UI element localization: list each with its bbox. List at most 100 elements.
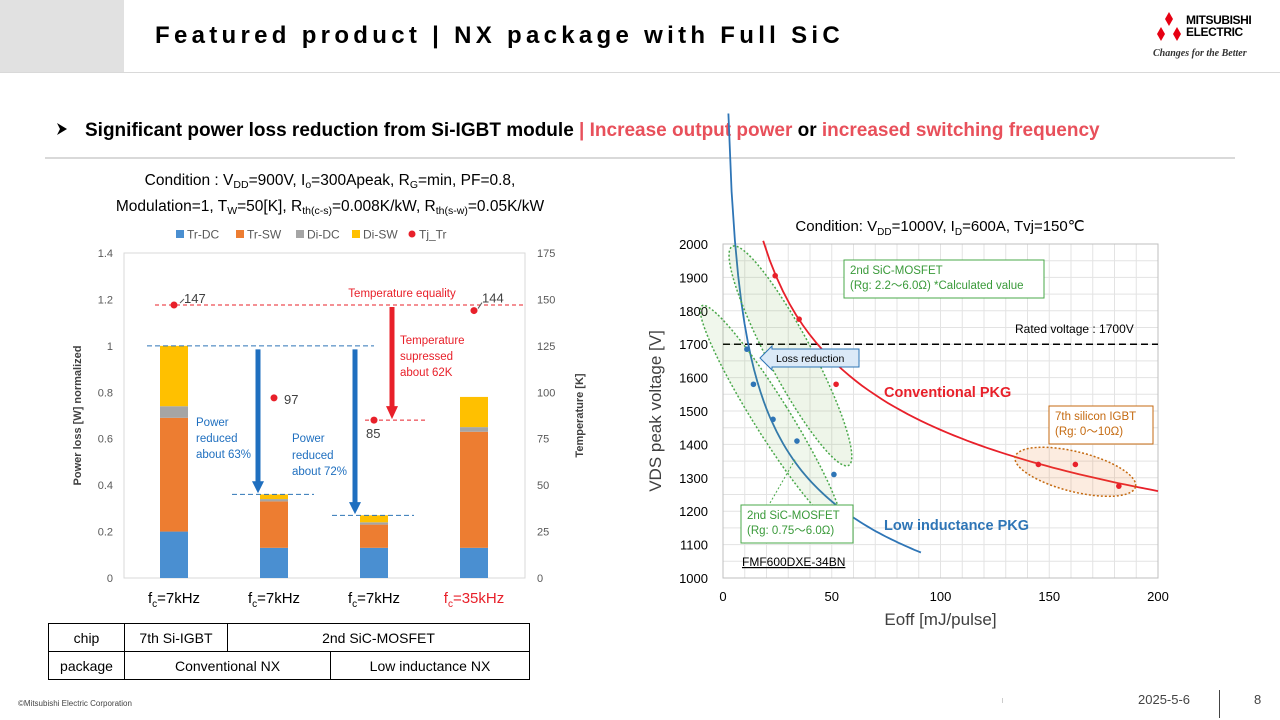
data-point: [744, 346, 750, 353]
fit-curve: [727, 113, 922, 554]
category-label: fc=35kHz: [444, 590, 504, 610]
bar-segment: [460, 431, 488, 548]
data-point: [794, 438, 800, 444]
bar-segment: [260, 499, 288, 502]
cond-text: =0.05K/kW: [467, 198, 545, 215]
tj-marker: [170, 301, 178, 309]
data-point: [1035, 461, 1042, 468]
x-tick-label: 100: [930, 589, 952, 604]
annotation-sic-upper-text: (Rg: 2.2～6.0Ω) *Calculated value: [850, 280, 1024, 292]
bar-segment: [260, 494, 288, 500]
annotation-igbt-text: (Rg: 0～10Ω): [1055, 426, 1123, 438]
bar-segment: [160, 417, 188, 532]
series-label-conventional: Conventional PKG: [884, 385, 1011, 401]
x-tick-label: 50: [825, 589, 839, 604]
y2-tick-label: 125: [537, 341, 555, 353]
temperature-arrow-head: [386, 406, 398, 420]
headline-separator: |: [573, 120, 590, 141]
cond-sub: DD: [233, 179, 249, 191]
bar-segment: [360, 524, 388, 548]
tj-marker: [470, 307, 478, 315]
table-cell: Conventional NX: [124, 651, 331, 680]
plot-frame: [722, 243, 1159, 579]
logo-tagline: Changes for the Better: [1153, 48, 1247, 59]
logo-line-1: MITSUBISHI: [1186, 13, 1252, 27]
y-tick-label: 1400: [679, 437, 708, 452]
y-axis-label: Power loss [W] normalized: [72, 346, 84, 486]
y-tick-label: 0.4: [98, 480, 113, 492]
header-band: [0, 0, 1280, 73]
x-tick-label: 150: [1038, 589, 1060, 604]
annotation-sic-lower-text: (Rg: 0.75～6.0Ω): [747, 525, 834, 537]
bar-segment: [260, 501, 288, 548]
y2-tick-label: 100: [537, 387, 555, 399]
legend-swatch: [176, 230, 184, 238]
arrow-bullet-icon: [55, 120, 85, 142]
tj-data-label: 144: [482, 291, 504, 306]
headline-bullet: Significant power loss reduction from Si…: [55, 120, 1100, 142]
legend-swatch: [236, 230, 244, 238]
left-chart-condition: Condition : VDD=900V, Io=300Apeak, RG=mi…: [90, 170, 570, 222]
table-row: package Conventional NX Low inductance N…: [48, 651, 530, 680]
page-title: Featured product | NX package with Full …: [155, 22, 845, 49]
cond-text: Modulation=1, T: [115, 198, 228, 215]
annotation-power-reduced-63: about 63%: [196, 449, 251, 461]
legend-label: Tr-SW: [247, 228, 282, 242]
y-tick-label: 1700: [679, 337, 708, 352]
annotation-power-reduced-63: reduced: [196, 433, 238, 445]
tj-data-label: 147: [184, 291, 206, 306]
condition-line-2: Modulation=1, TW=50[K], Rth(c-s)=0.008K/…: [90, 196, 570, 222]
part-number-label: FMF600DXE-34BN: [742, 555, 845, 569]
bar-segment: [160, 345, 188, 407]
data-point: [750, 381, 757, 388]
x-tick-label: 0: [719, 589, 726, 604]
data-point: [796, 316, 802, 322]
condition-line-1: Condition : VDD=900V, Io=300Apeak, RG=mi…: [90, 170, 570, 196]
headline-highlight-1: Increase output power: [589, 120, 793, 141]
annotation-power-reduced-72: Power: [292, 433, 325, 445]
bar-segment: [360, 515, 388, 523]
legend-label: Di-SW: [363, 228, 398, 242]
x-axis-label: Eoff [mJ/pulse]: [884, 610, 996, 629]
y-tick-label: 1000: [679, 571, 708, 586]
y2-tick-label: 0: [537, 573, 543, 585]
y-tick-label: 1800: [679, 304, 708, 319]
legend-swatch: [352, 230, 360, 238]
y2-tick-label: 75: [537, 434, 549, 446]
annotation-power-reduced-63: Power: [196, 417, 229, 429]
footer-date: 2025-5-6: [1138, 692, 1191, 707]
table-cell: 7th Si-IGBT: [124, 623, 228, 652]
y-tick-label: 1900: [679, 270, 708, 285]
y-tick-label: 0.8: [98, 387, 113, 399]
category-label: fc=7kHz: [348, 590, 400, 610]
annotation-sic-upper-box: [843, 259, 1045, 299]
three-diamonds-logo-icon: [1157, 12, 1181, 41]
legend-label: Tr-DC: [187, 228, 220, 242]
legend-label: Di-DC: [307, 228, 340, 242]
tj-marker: [370, 416, 378, 424]
cond-sub: W: [227, 205, 238, 217]
y-tick-label: 2000: [679, 237, 708, 252]
bar-segment: [460, 427, 488, 432]
header-accent-block: [0, 0, 124, 72]
y-tick-label: 1300: [679, 471, 708, 486]
logo-wordmark: MITSUBISHI ELECTRIC: [1186, 13, 1252, 38]
category-label: fc=7kHz: [148, 590, 200, 610]
y-tick-label: 1: [107, 341, 113, 353]
annotation-igbt-text: 7th silicon IGBT: [1055, 411, 1136, 423]
table-cell: package: [48, 651, 125, 680]
annotation-sic-lower-box: [740, 504, 854, 544]
headline-highlight-2: increased switching frequency: [821, 120, 1100, 141]
y-tick-label: 1.2: [98, 294, 113, 306]
legend-label: Tj_Tr: [419, 228, 447, 242]
cond-sub: o: [305, 179, 312, 191]
headline-or: or: [792, 120, 822, 141]
cond-text: Condition : V: [144, 172, 234, 189]
bar-segment: [460, 396, 488, 428]
data-point: [831, 471, 837, 478]
leader-line: [179, 298, 185, 304]
company-logo: MITSUBISHI ELECTRIC Changes for the Bett…: [1150, 12, 1266, 62]
y-tick-label: 1200: [679, 504, 708, 519]
y-tick-label: 1500: [679, 404, 708, 419]
bar-segment: [260, 547, 288, 578]
